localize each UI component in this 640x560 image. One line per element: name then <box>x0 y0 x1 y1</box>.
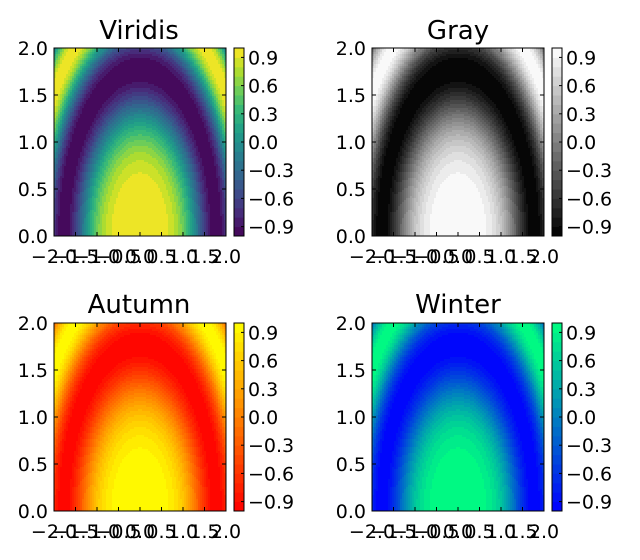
subplot-title: Viridis <box>99 16 179 46</box>
heatmap-cells <box>54 48 226 236</box>
subplot-viridis: Viridis0.00.51.01.52.0−2.0−1.5−1.0−0.50.… <box>18 16 294 268</box>
